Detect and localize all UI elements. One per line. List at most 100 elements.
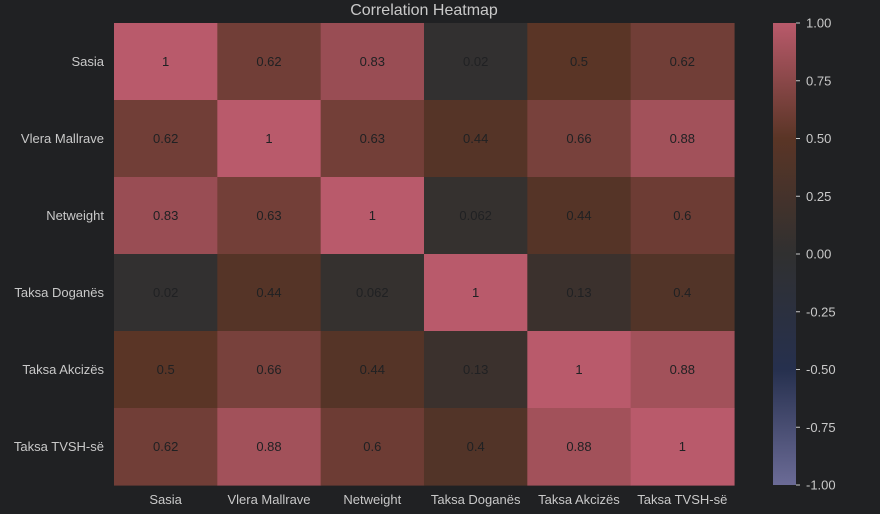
y-tick-label: Netweight [46, 208, 104, 223]
heatmap-cell [527, 177, 632, 255]
cell-value-label: 0.63 [256, 208, 281, 223]
cell-value-label: 0.13 [566, 285, 591, 300]
heatmap-cell [630, 254, 735, 332]
cell-value-label: 1 [162, 54, 169, 69]
cell-value-label: 0.62 [153, 131, 178, 146]
cell-value-label: 0.62 [153, 439, 178, 454]
heatmap-cell [423, 23, 528, 101]
colorbar-tick-label: 0.75 [806, 73, 831, 88]
y-tick-label: Taksa Akcizës [22, 362, 104, 377]
heatmap-cell [630, 100, 735, 178]
heatmap-cell [217, 177, 322, 255]
y-tick-label: Taksa TVSH-së [14, 439, 104, 454]
cell-value-label: 0.63 [360, 131, 385, 146]
cell-value-label: 0.88 [670, 131, 695, 146]
x-tick-label: Taksa TVSH-së [637, 492, 727, 507]
heatmap-cell [423, 100, 528, 178]
heatmap-cell [423, 254, 528, 332]
colorbar-tick-label: -0.50 [806, 362, 836, 377]
heatmap-cells [114, 23, 735, 486]
cell-value-label: 0.02 [153, 285, 178, 300]
heatmap-cell [217, 331, 322, 409]
cell-value-label: 0.83 [153, 208, 178, 223]
cell-value-label: 0.44 [360, 362, 385, 377]
heatmap-cell [114, 23, 218, 101]
heatmap-cell [527, 100, 632, 178]
cell-value-label: 1 [369, 208, 376, 223]
heatmap-cell [217, 100, 322, 178]
colorbar-tick-label: -1.00 [806, 478, 836, 493]
heatmap-cell [320, 177, 425, 255]
cell-value-label: 0.44 [256, 285, 281, 300]
heatmap-cell [527, 23, 632, 101]
cell-value-label: 0.44 [566, 208, 591, 223]
heatmap-cell [423, 408, 528, 486]
colorbar-tick-label: 0.00 [806, 247, 831, 262]
colorbar [773, 23, 796, 485]
cell-value-label: 0.4 [673, 285, 691, 300]
x-tick-label: Netweight [343, 492, 401, 507]
x-axis-tick-labels: Sasia Vlera Mallrave Netweight Taksa Doganë… [149, 492, 727, 507]
heatmap-cell [423, 331, 528, 409]
cell-value-label: 0.66 [566, 131, 591, 146]
cell-value-label: 0.88 [670, 362, 695, 377]
y-tick-label: Taksa Doganës [14, 285, 104, 300]
heatmap-cell [217, 408, 322, 486]
cell-value-label: 1 [472, 285, 479, 300]
chart-title: Correlation Heatmap [350, 2, 498, 19]
heatmap-cell [423, 177, 528, 255]
colorbar-tick-label: -0.75 [806, 420, 836, 435]
cell-value-label: 0.5 [157, 362, 175, 377]
cell-value-label: 0.88 [566, 439, 591, 454]
y-tick-label: Sasia [71, 54, 104, 69]
cell-value-label: 0.5 [570, 54, 588, 69]
heatmap-cell [320, 100, 425, 178]
cell-value-label: 0.4 [467, 439, 485, 454]
cell-value-label: 0.062 [356, 285, 389, 300]
colorbar-tick-label: 1.00 [806, 16, 831, 31]
heatmap-cell [114, 177, 218, 255]
y-tick-label: Vlera Mallrave [21, 131, 104, 146]
cell-value-label: 0.02 [463, 54, 488, 69]
colorbar-tick-label: 0.25 [806, 189, 831, 204]
heatmap-cell [320, 331, 425, 409]
cell-value-label: 1 [265, 131, 272, 146]
heatmap-cell [630, 408, 735, 486]
cell-value-label: 0.062 [459, 208, 492, 223]
heatmap-cell [630, 23, 735, 101]
colorbar-tick-label: -0.25 [806, 304, 836, 319]
cell-value-label: 0.62 [256, 54, 281, 69]
colorbar-tick-labels: 1.00 0.75 0.50 0.25 0.00 -0.25 -0.50 -0.75 -1.00 [796, 16, 836, 493]
heatmap-cell [320, 23, 425, 101]
heatmap-cell [630, 331, 735, 409]
cell-value-label: 0.88 [256, 439, 281, 454]
cell-value-label: 0.44 [463, 131, 488, 146]
cell-value-label: 1 [679, 439, 686, 454]
heatmap-cell [320, 254, 425, 332]
colorbar-tick-label: 0.50 [806, 131, 831, 146]
heatmap-cell [630, 177, 735, 255]
heatmap-annotations: 1 0.62 0.83 0.02 0.5 0.62 0.62 1 0.63 0.44 0.66 0.8… [153, 54, 695, 454]
x-tick-label: Sasia [149, 492, 182, 507]
heatmap-cell [114, 408, 218, 486]
heatmap-cell [114, 331, 218, 409]
heatmap-cell [217, 254, 322, 332]
cell-value-label: 0.6 [673, 208, 691, 223]
heatmap-cell [527, 331, 632, 409]
heatmap-cell [527, 408, 632, 486]
cell-value-label: 1 [575, 362, 582, 377]
x-tick-label: Vlera Mallrave [227, 492, 310, 507]
heatmap-cell [217, 23, 322, 101]
cell-value-label: 0.13 [463, 362, 488, 377]
cell-value-label: 0.66 [256, 362, 281, 377]
heatmap-cell [527, 254, 632, 332]
heatmap-cell [114, 254, 218, 332]
x-tick-label: Taksa Akcizës [538, 492, 620, 507]
cell-value-label: 0.62 [670, 54, 695, 69]
heatmap-cell [320, 408, 425, 486]
cell-value-label: 0.83 [360, 54, 385, 69]
y-axis-tick-labels: Sasia Vlera Mallrave Netweight Taksa Doganë… [14, 54, 105, 454]
cell-value-label: 0.6 [363, 439, 381, 454]
